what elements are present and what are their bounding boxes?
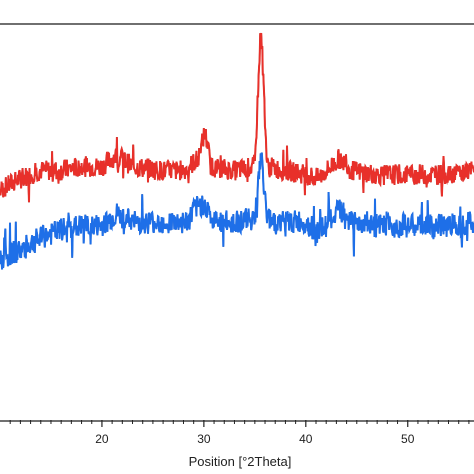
plot-frame [0,23,474,422]
series-layer [0,32,474,270]
x-axis-label: Position [°2Theta] [189,454,292,469]
x-tick-label: 30 [197,432,211,446]
x-tick-label: 20 [95,432,109,446]
series-2-line [0,152,474,270]
series-1-line [0,32,474,203]
x-tick-label: 50 [401,432,415,446]
x-tick-label: 40 [299,432,313,446]
series-1 [0,32,474,203]
series-2 [0,152,474,270]
x-axis-ticks: 20 30 40 50 [9,420,470,446]
